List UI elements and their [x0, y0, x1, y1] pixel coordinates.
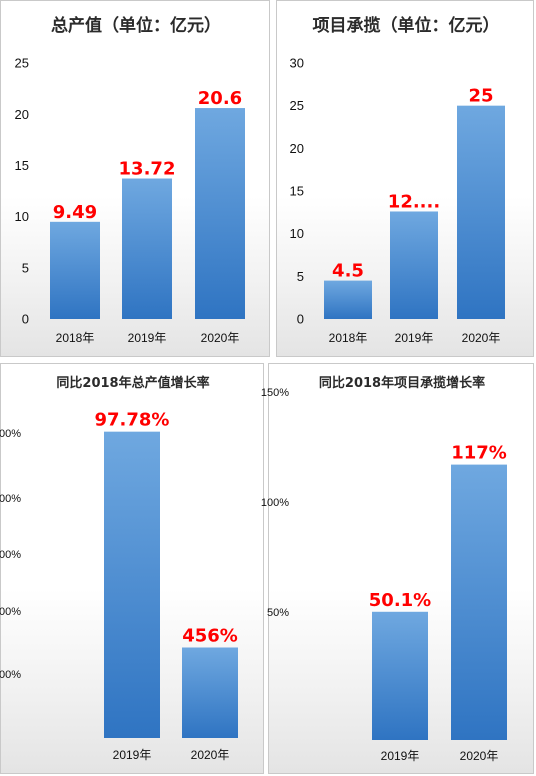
bar: [457, 105, 505, 320]
y-tick-label: 25: [15, 56, 29, 71]
y-tick-label: 15: [15, 158, 29, 173]
y-tick-label: 10: [290, 226, 304, 241]
data-label: 13.72: [119, 159, 176, 180]
chart-panel-contract-growth: 同比2018年项目承揽增长率 50% 100% 150% 50.1% 2019年 117% 2…: [261, 363, 534, 774]
y-tick-label: 25: [290, 98, 304, 113]
data-label: 4.5: [332, 261, 364, 282]
x-tick-label: 2018年: [56, 331, 95, 345]
x-tick-label: 2019年: [395, 331, 434, 345]
x-tick-label: 2020年: [460, 749, 499, 763]
y-tick-label: 300%: [0, 549, 21, 561]
data-label: 456%: [182, 625, 238, 646]
y-tick-label: 200%: [0, 493, 21, 505]
chart-panel-output-value: 总产值（单位：亿元） 0 5 10 15 20 25 9.49 2018年 13.72 2019年 2…: [0, 0, 270, 357]
chart-contract-growth: 同比2018年项目承揽增长率 50% 100% 150% 50.1% 2019年 117% 2…: [261, 375, 507, 763]
y-tick-label: 20: [15, 107, 29, 122]
data-label: 25: [468, 86, 493, 107]
chart-title: 同比2018年总产值增长率: [56, 375, 209, 391]
y-tick-label: 400%: [0, 606, 21, 618]
chart-output-growth: 同比2018年总产值增长率 100% 200% 300% 400% 500% 97.78% 2…: [0, 375, 238, 762]
data-label: 20.6: [198, 88, 242, 109]
x-tick-label: 2020年: [191, 748, 230, 762]
data-label: 9.49: [53, 202, 97, 223]
x-tick-label: 2019年: [381, 749, 420, 763]
chart-panel-output-growth: 同比2018年总产值增长率 100% 200% 300% 400% 500% 97.78% 2…: [0, 363, 264, 774]
x-tick-label: 2019年: [113, 748, 152, 762]
y-tick-label: 30: [290, 56, 304, 71]
chart-panel-project-contracts: 项目承揽（单位：亿元） 0 5 10 15 20 25 30 4.5 2018年 12.... 201…: [276, 0, 534, 357]
y-tick-label: 10: [15, 209, 29, 224]
x-tick-label: 2018年: [329, 331, 368, 345]
x-tick-label: 2020年: [462, 331, 501, 345]
bar: [451, 464, 507, 740]
y-tick-label: 500%: [0, 669, 21, 681]
x-tick-label: 2020年: [201, 331, 240, 345]
y-tick-label: 5: [22, 260, 29, 275]
y-tick-label: 15: [290, 184, 304, 199]
bar: [195, 108, 245, 319]
bar: [324, 280, 372, 319]
y-tick-label: 0: [22, 312, 29, 327]
y-tick-label: 0: [297, 312, 304, 327]
chart-title: 同比2018年项目承揽增长率: [319, 375, 485, 391]
bar: [182, 647, 238, 738]
chart-project-contracts: 项目承揽（单位：亿元） 0 5 10 15 20 25 30 4.5 2018年 12.... 201…: [290, 15, 505, 345]
data-label: 12....: [388, 191, 440, 212]
bar: [372, 611, 428, 740]
x-tick-label: 2019年: [128, 331, 167, 345]
bar: [104, 431, 160, 738]
y-tick-label: 150%: [261, 387, 289, 399]
data-label: 117%: [451, 443, 507, 464]
data-label: 97.78%: [95, 410, 170, 431]
y-tick-label: 100%: [0, 428, 21, 440]
data-label: 50.1%: [369, 590, 431, 611]
y-tick-label: 20: [290, 141, 304, 156]
y-tick-label: 5: [297, 269, 304, 284]
chart-output-value: 总产值（单位：亿元） 0 5 10 15 20 25 9.49 2018年 13.72 2019年 2…: [15, 15, 245, 345]
y-tick-label: 100%: [261, 497, 289, 509]
bar: [50, 221, 100, 319]
bar: [390, 211, 438, 319]
chart-title: 项目承揽（单位：亿元）: [313, 15, 500, 36]
chart-title: 总产值（单位：亿元）: [51, 15, 221, 36]
bar: [122, 178, 172, 319]
y-tick-label: 50%: [267, 607, 289, 619]
